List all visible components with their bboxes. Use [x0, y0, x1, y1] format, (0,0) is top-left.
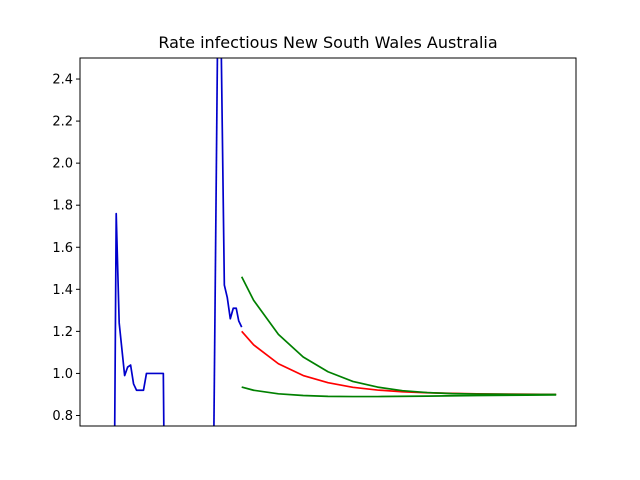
y-tick-label: 0.8: [52, 409, 73, 424]
series-layer: [113, 58, 557, 426]
y-tick-label: 1.6: [52, 241, 73, 256]
series-line-2-segment-1: [241, 386, 557, 398]
y-axis: 0.8 1.0 1.2 1.4 1.6 1.8 2.0 2.2 2.4: [52, 73, 80, 424]
y-tick-label: 2.4: [52, 73, 73, 88]
y-tick-label: 1.0: [52, 367, 73, 382]
chart-title: Rate infectious New South Wales Australi…: [158, 33, 497, 52]
series-line-0-segment-2: [220, 58, 243, 328]
series-line-2-segment-0: [240, 276, 557, 396]
y-tick-label: 1.4: [52, 283, 73, 298]
y-tick-label: 1.2: [52, 325, 73, 340]
y-tick-label: 2.0: [52, 157, 73, 172]
series-line-1-segment-0: [241, 330, 557, 396]
y-tick-label: 1.8: [52, 199, 73, 214]
series-line-0-segment-1: [213, 58, 219, 426]
y-tick-label: 2.2: [52, 115, 73, 130]
plot-frame: [79, 57, 577, 427]
series-line-0-segment-0: [113, 212, 165, 426]
